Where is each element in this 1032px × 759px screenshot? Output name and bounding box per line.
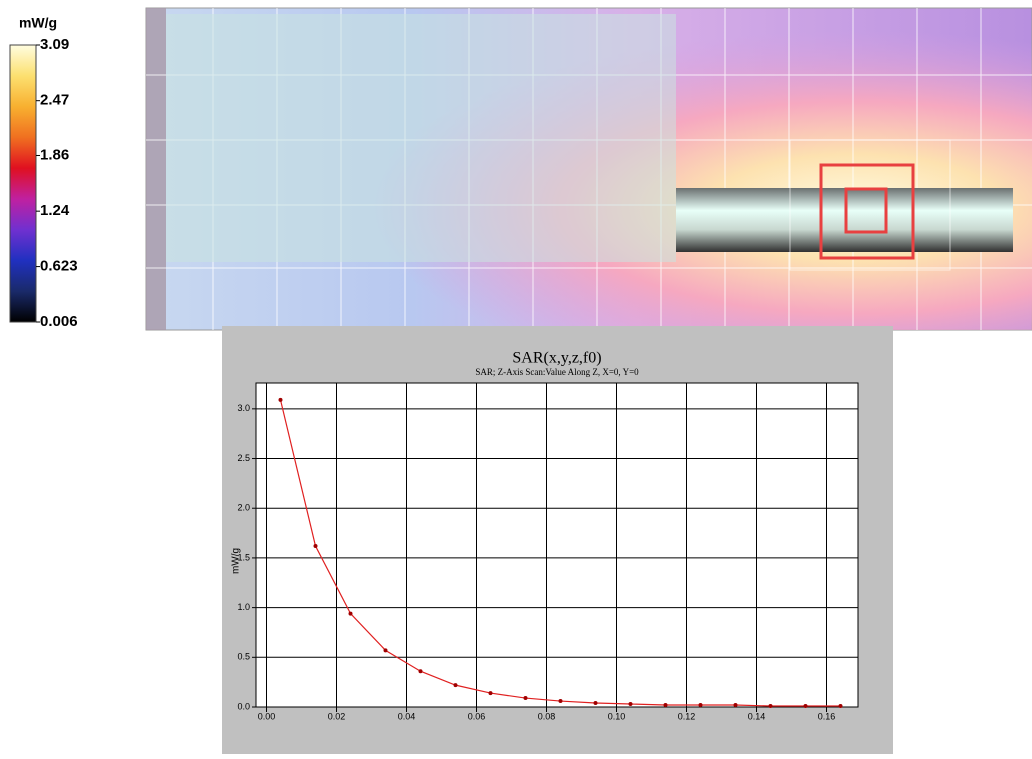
point [348,611,353,616]
point [698,703,703,708]
x-tick-label: 0.04 [398,711,416,721]
x-tick-label: 0.12 [678,711,696,721]
colorbar-tick-label: 1.24 [40,202,70,219]
heatmap [145,7,1032,331]
colorbar: mW/g 3.09 2.47 1.86 1.24 0.623 0.006 [9,15,78,330]
x-tick-label: 0.14 [748,711,766,721]
point [558,699,563,704]
colorbar-tick-label: 2.47 [40,92,69,109]
zoom-box [844,187,888,234]
point [838,704,843,709]
y-axis-label: mW/g [231,548,242,574]
point [628,702,633,707]
x-tick-label: 0.08 [538,711,556,721]
x-tick-label: 0.16 [818,711,836,721]
plot-area [255,382,859,708]
point [278,397,283,402]
device [166,14,676,262]
x-tick-label: 0.06 [468,711,486,721]
colorbar-label: mW/g [19,15,57,31]
chart-title: SAR(x,y,z,f0) [512,350,601,367]
colorbar-tick-label: 3.09 [40,36,69,53]
point [488,691,493,696]
colorbar-gradient [9,44,37,323]
x-tick-label: 0.02 [328,711,346,721]
scan-box [819,163,915,260]
point [313,543,318,548]
y-tick-label: 2.5 [237,453,250,463]
y-tick-label: 0.5 [237,652,250,662]
point [768,704,773,709]
point [663,703,668,708]
colorbar-tick-label: 1.86 [40,146,69,163]
point [733,703,738,708]
y-tick-label: 0.0 [237,701,250,711]
point [593,701,598,706]
y-tick-label: 2.0 [237,503,250,513]
colorbar-tick-label: 0.623 [40,258,78,275]
x-tick-label: 0.10 [608,711,626,721]
y-tick-label: 1.0 [237,602,250,612]
chart-subtitle: SAR; Z-Axis Scan:Value Along Z, X=0, Y=0 [475,367,639,377]
point [523,696,528,701]
line-chart: SAR(x,y,z,f0) SAR; Z-Axis Scan:Value Alo… [222,326,893,754]
point [453,683,458,688]
y-tick-label: 3.0 [237,403,250,413]
colorbar-tick-label: 0.006 [40,313,78,330]
x-tick-label: 0.00 [258,711,276,721]
point [803,704,808,709]
y-tick-label: 1.5 [237,552,250,562]
point [418,669,423,674]
point [383,648,388,653]
